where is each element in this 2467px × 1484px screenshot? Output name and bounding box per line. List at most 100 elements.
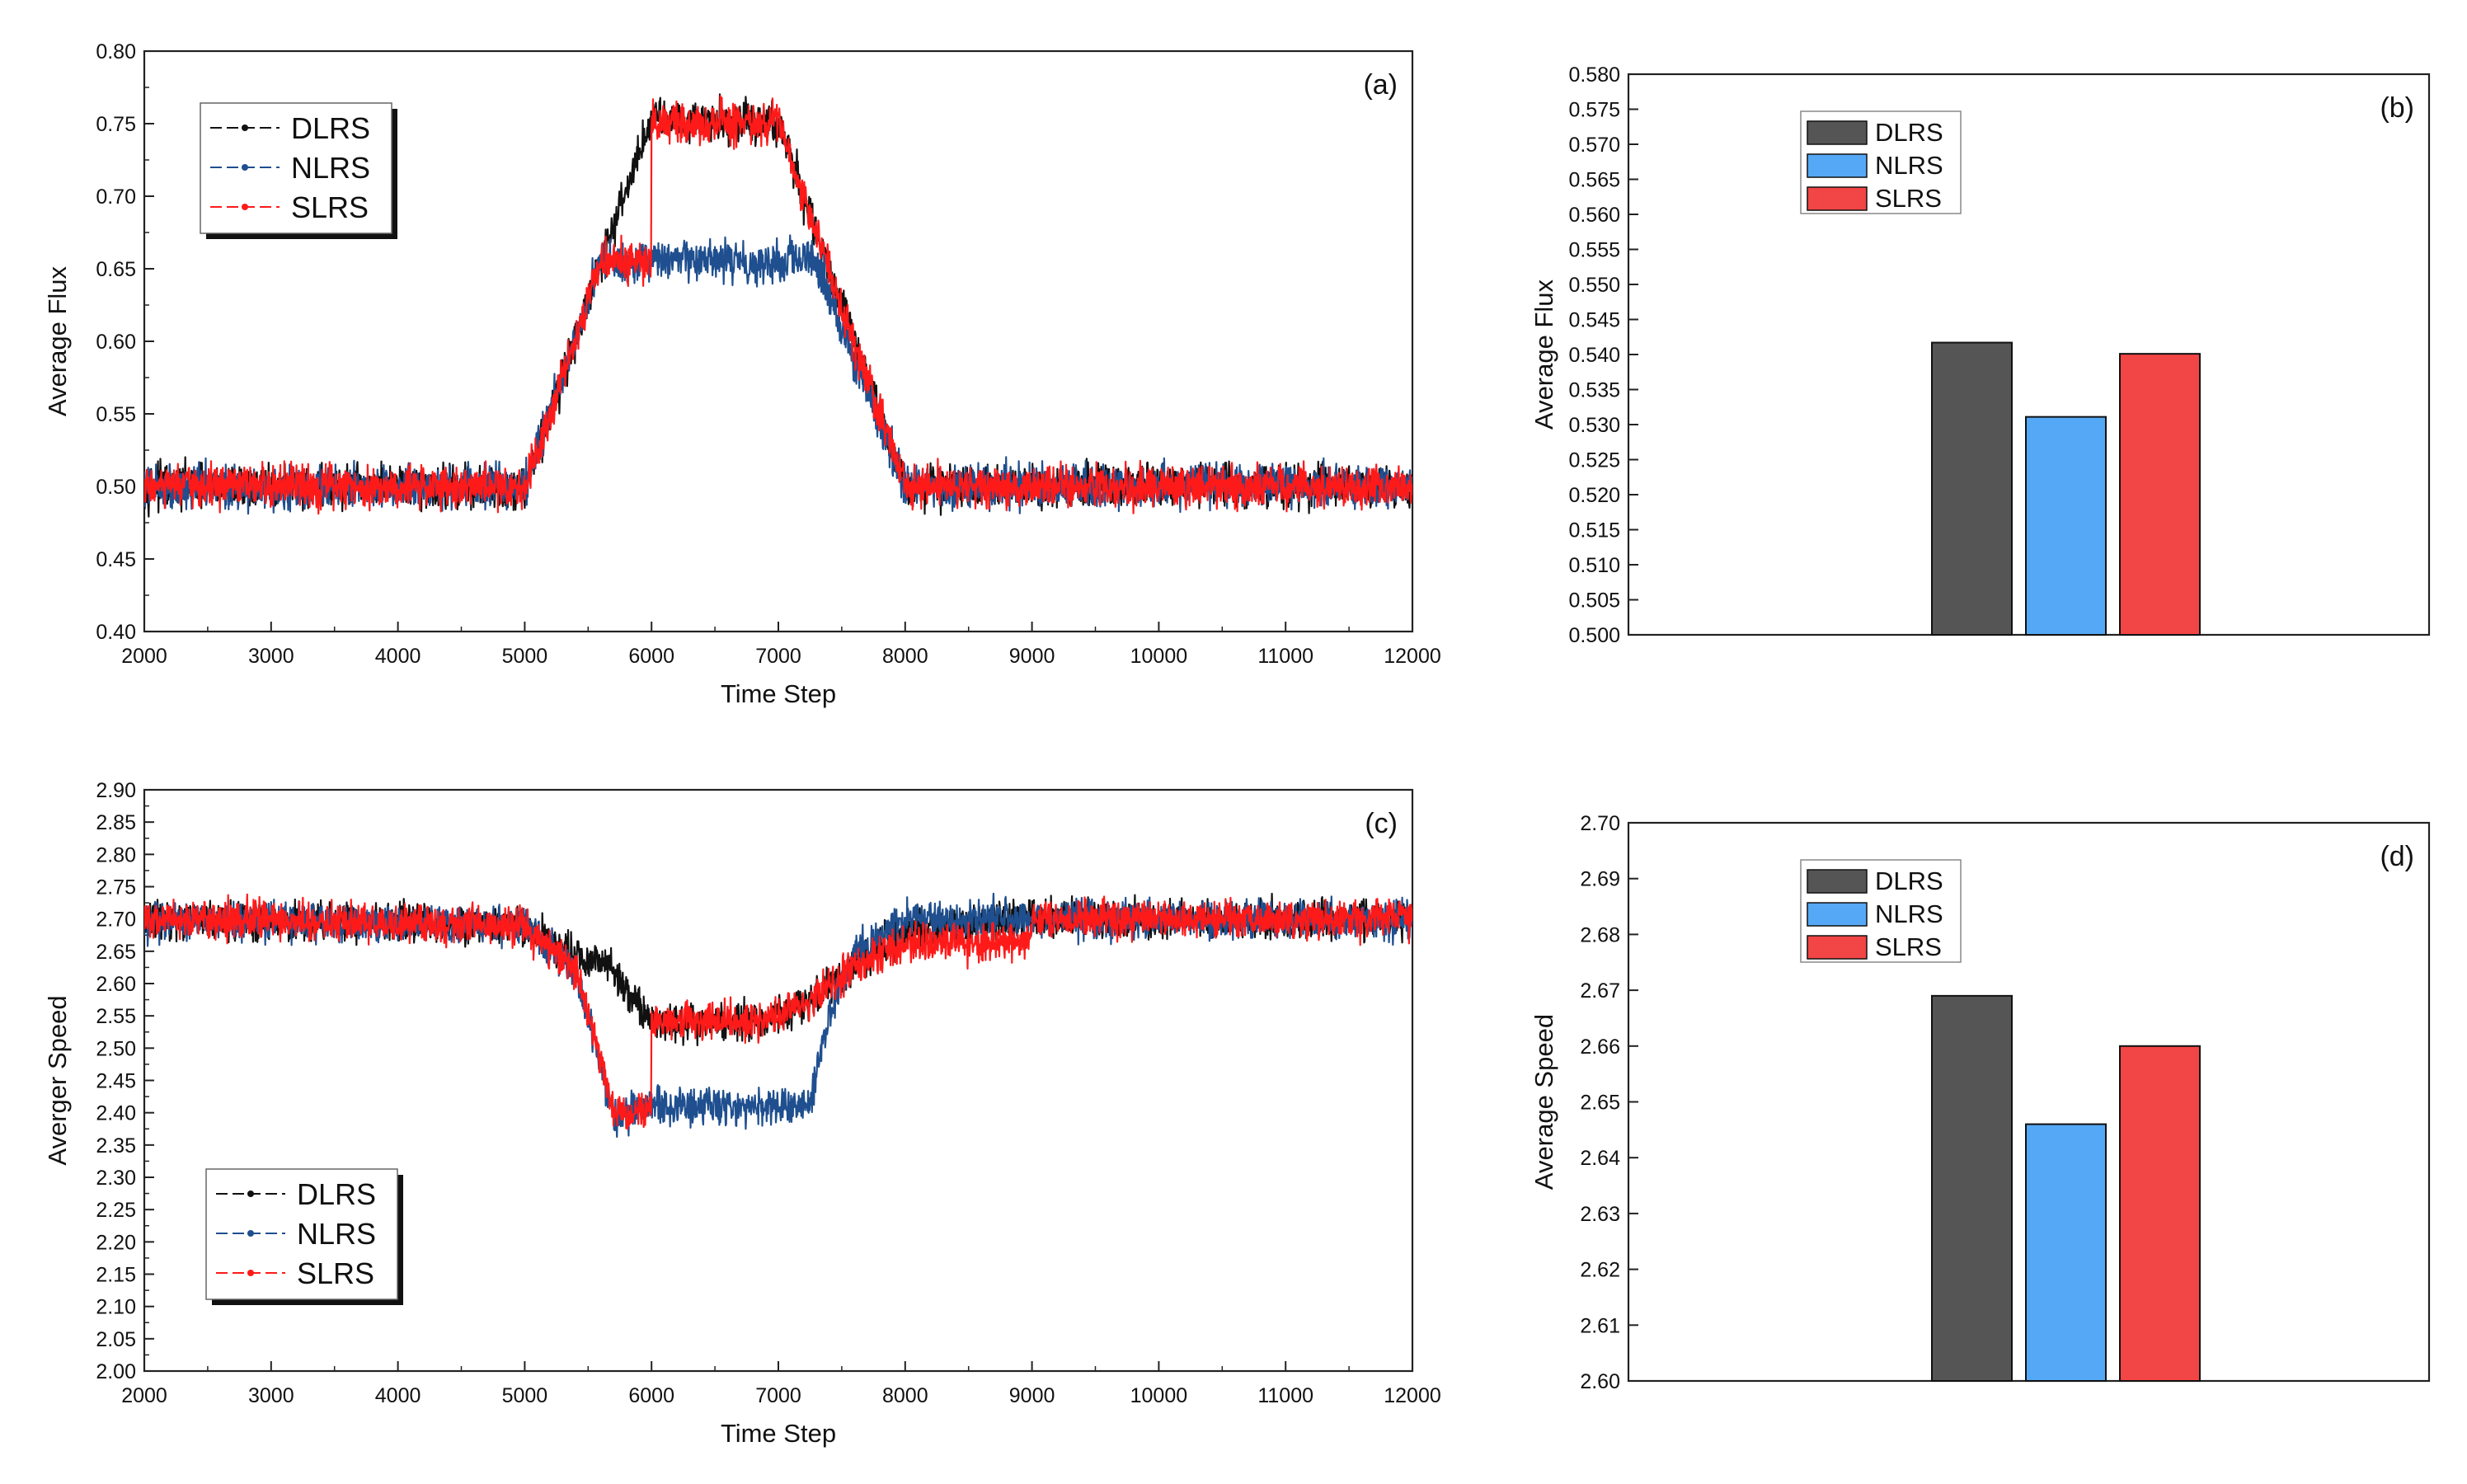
y-tick-label: 2.35 (96, 1134, 136, 1158)
y-tick-label: 0.50 (96, 476, 136, 499)
y-tick-label: 2.45 (96, 1070, 136, 1093)
x-tick-label: 10000 (1130, 1384, 1188, 1407)
y-tick-label: 2.60 (96, 973, 136, 996)
series-group (144, 93, 1412, 518)
y-tick-label: 2.68 (1580, 923, 1620, 946)
y-tick-label: 2.85 (96, 811, 136, 834)
legend-label: NLRS (297, 1217, 376, 1251)
legend-label: DLRS (1875, 866, 1943, 895)
y-tick-label: 2.69 (1580, 868, 1620, 891)
x-tick-label: 3000 (248, 1384, 294, 1407)
y-tick-label: 2.65 (1580, 1092, 1620, 1115)
series-group (144, 892, 1412, 1139)
x-tick-label: 7000 (755, 645, 801, 668)
y-tick-label: 0.530 (1568, 414, 1620, 437)
legend-marker (247, 1230, 254, 1237)
x-tick-label: 9000 (1009, 1384, 1055, 1407)
legend: DLRS NLRS SLRS (1800, 859, 1962, 963)
legend-label: NLRS (291, 151, 370, 185)
y-tick-label: 0.575 (1568, 99, 1620, 122)
y-tick-label: 2.80 (96, 843, 136, 866)
y-tick-label: 0.505 (1568, 589, 1620, 613)
bar-dlrs (1931, 994, 2013, 1382)
y-tick-label: 0.515 (1568, 519, 1620, 542)
y-tick-label: 2.10 (96, 1296, 136, 1319)
y-tick-label: 2.30 (96, 1167, 136, 1190)
legend-marker (242, 124, 248, 131)
y-tick-label: 2.40 (96, 1102, 136, 1125)
legend-label: DLRS (297, 1177, 376, 1211)
y-tick-label: 2.62 (1580, 1259, 1620, 1282)
y-tick-label: 2.67 (1580, 979, 1620, 1003)
bar-nlrs (2025, 416, 2107, 636)
y-tick-label: 2.05 (96, 1328, 136, 1351)
legend-marker (247, 1270, 254, 1276)
y-tick-label: 2.60 (1580, 1370, 1620, 1393)
legend-label: DLRS (291, 111, 370, 145)
y-tick-label: 0.580 (1568, 63, 1620, 87)
panel-label: (d) (2380, 841, 2414, 872)
y-tick-label: 2.61 (1580, 1314, 1620, 1337)
bar-slrs (2119, 1045, 2201, 1383)
series-slrs-line (144, 893, 1412, 1130)
x-tick-label: 2000 (121, 1384, 167, 1407)
y-tick-label: 2.64 (1580, 1147, 1620, 1170)
y-axis-label: Averger Speed (43, 995, 72, 1165)
x-tick-label: 2000 (121, 645, 167, 668)
panel-label: (a) (1363, 69, 1398, 101)
y-tick-label: 2.66 (1580, 1036, 1620, 1059)
legend: DLRS NLRS SLRS (200, 102, 392, 234)
y-tick-label: 0.555 (1568, 239, 1620, 262)
legend-label: NLRS (1875, 899, 1943, 928)
legend: DLRS NLRS SLRS (1800, 110, 1962, 214)
panel-d: 2.60 2.61 2.62 2.63 2.64 2.65 2.66 2.67 2.68 2.69… (1530, 812, 2431, 1393)
y-tick-label: 0.550 (1568, 274, 1620, 297)
legend-label: SLRS (291, 190, 369, 224)
y-tick-label: 0.565 (1568, 169, 1620, 192)
y-tick-label: 2.90 (96, 779, 136, 802)
legend-label: NLRS (1875, 151, 1943, 180)
y-tick-label: 0.40 (96, 621, 136, 644)
y-tick-label: 0.540 (1568, 344, 1620, 367)
y-tick-label: 0.510 (1568, 554, 1620, 577)
series-slrs-line (144, 95, 1412, 515)
legend-marker (242, 204, 248, 210)
x-tick-label: 5000 (502, 1384, 548, 1407)
legend-marker (247, 1190, 254, 1197)
y-axis-label: Average Flux (43, 265, 72, 416)
legend-swatch (1807, 153, 1868, 178)
x-tick-label: 8000 (882, 1384, 928, 1407)
legend-swatch (1807, 120, 1868, 145)
y-tick-label: 0.60 (96, 331, 136, 354)
y-tick-label: 2.75 (96, 876, 136, 899)
y-tick-label: 0.525 (1568, 449, 1620, 472)
y-tick-label: 0.520 (1568, 484, 1620, 507)
y-tick-label: 2.70 (96, 909, 136, 932)
x-tick-label: 4000 (375, 1384, 421, 1407)
legend-swatch (1807, 186, 1868, 211)
bar-slrs (2119, 353, 2201, 636)
y-tick-label: 0.535 (1568, 379, 1620, 402)
y-tick-label: 0.500 (1568, 624, 1620, 647)
legend-marker (242, 164, 248, 171)
y-tick-label: 2.25 (96, 1199, 136, 1222)
y-tick-label: 0.70 (96, 186, 136, 209)
x-tick-label: 6000 (628, 645, 674, 668)
bar-dlrs (1931, 341, 2013, 636)
y-tick-label: 0.65 (96, 258, 136, 281)
legend-label: DLRS (1875, 118, 1943, 147)
y-tick-label: 2.63 (1580, 1203, 1620, 1226)
y-axis-label: Average Speed (1530, 1014, 1558, 1190)
x-tick-label: 12000 (1384, 1384, 1441, 1407)
y-tick-label: 0.80 (96, 40, 136, 63)
y-tick-label: 2.65 (96, 941, 136, 964)
panel-a: 0.40 0.45 0.50 0.55 0.60 0.65 0.70 0.75 0.80 2000… (43, 40, 1441, 708)
x-tick-label: 8000 (882, 645, 928, 668)
y-tick-label: 0.55 (96, 403, 136, 426)
legend-swatch (1807, 902, 1868, 927)
x-tick-label: 4000 (375, 645, 421, 668)
panel-b: 0.500 0.505 0.510 0.515 0.520 0.525 0.530 0.535… (1530, 63, 2431, 647)
legend-label: SLRS (297, 1256, 374, 1290)
x-tick-label: 10000 (1130, 645, 1188, 668)
legend-swatch (1807, 869, 1868, 894)
